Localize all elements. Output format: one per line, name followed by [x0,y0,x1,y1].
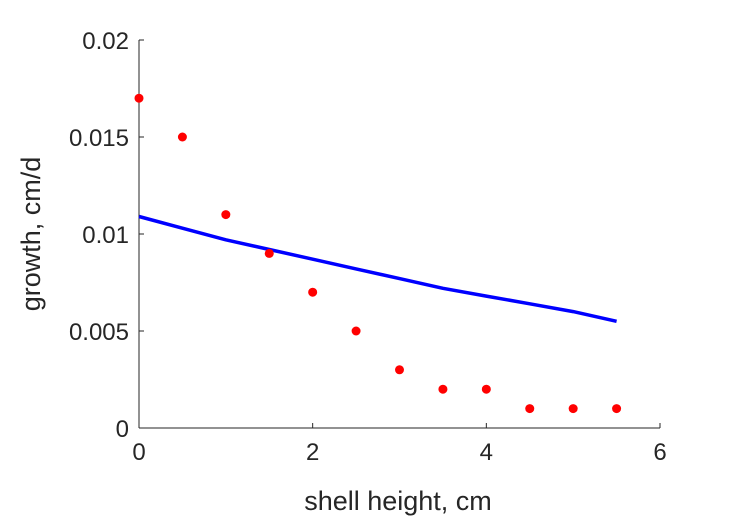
fit-line [138,214,617,324]
x-tick-label: 6 [653,439,666,466]
y-tick-label: 0 [116,416,129,443]
data-point [351,326,361,336]
y-tick-label: 0.005 [69,319,129,346]
x-axis-label: shell height, cm [304,486,492,516]
y-axis-label: growth, cm/d [16,157,46,312]
data-point [438,384,448,394]
y-tick-label: 0.01 [82,222,129,249]
x-tick-label: 4 [480,439,493,466]
data-point [221,210,231,220]
data-point [134,93,144,103]
axes: 0 2 4 6 0 0.005 0.01 0.015 0.02 [69,28,667,466]
data-point [612,404,622,414]
data-point [568,404,578,414]
data-point [264,248,274,258]
x-tick-label: 2 [306,439,319,466]
scatter-series [134,93,622,414]
data-point [481,384,491,394]
data-point [525,404,535,414]
y-tick-label: 0.02 [82,28,129,55]
data-point [395,365,404,375]
fit-line-series [138,214,617,324]
x-tick-label: 0 [132,439,145,466]
y-tick-label: 0.015 [69,125,129,152]
data-point [308,287,318,297]
data-point [177,132,187,142]
